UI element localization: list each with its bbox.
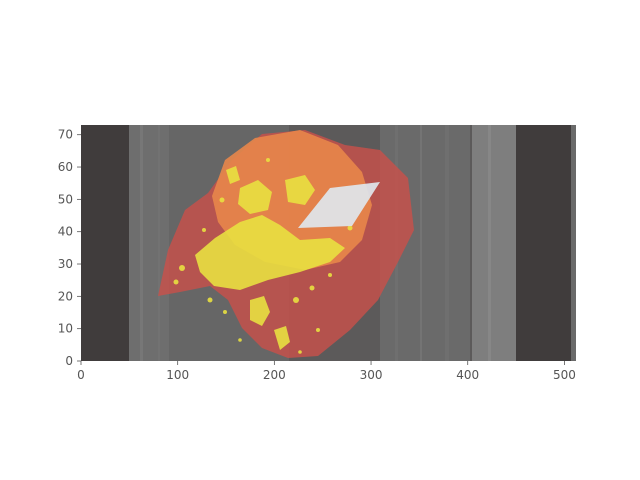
right-dark-band <box>516 125 572 361</box>
y-tick-label: 50 <box>58 192 73 206</box>
y-tick-label: 60 <box>58 160 73 174</box>
x-tick-label: 100 <box>166 368 189 382</box>
x-tick-label: 0 <box>77 368 85 382</box>
y-tick-label: 40 <box>58 225 73 239</box>
x-tick-label: 500 <box>553 368 576 382</box>
y-tick-label: 20 <box>58 289 73 303</box>
left-mid-band <box>129 125 169 361</box>
x-tick-label: 200 <box>263 368 286 382</box>
y-tick-label: 70 <box>58 128 73 142</box>
right-edge-strip <box>571 125 576 361</box>
x-tick-label: 400 <box>456 368 479 382</box>
highlight-patch <box>298 182 380 228</box>
y-tick-label: 0 <box>65 354 73 368</box>
axes: 0 100 200 300 400 500 0 10 20 30 40 50 60 70 <box>58 128 576 382</box>
image-area <box>81 125 576 361</box>
x-tick-label: 300 <box>360 368 383 382</box>
right-light-band <box>472 125 516 361</box>
segmentation-hotspots <box>173 158 353 354</box>
y-tick-label: 30 <box>58 257 73 271</box>
y-tick-label: 10 <box>58 322 73 336</box>
left-dark-band <box>81 125 129 361</box>
